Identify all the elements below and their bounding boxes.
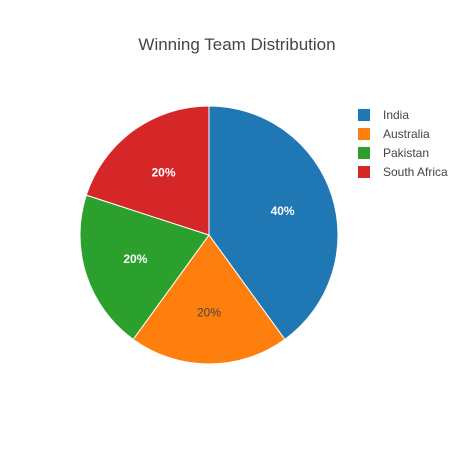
legend: India Australia Pakistan South Africa [358,108,448,179]
pie-slices [79,105,339,365]
chart-title: Winning Team Distribution [138,35,335,54]
pie-slice-labels: 40% 20% 20% 20% [123,165,295,319]
pie-slice-south-africa [85,105,210,236]
legend-swatch [358,147,370,159]
legend-item-south-africa[interactable]: South Africa [383,165,448,179]
slice-percent-label: 40% [271,204,295,218]
pie-slice-australia [132,234,286,365]
legend-swatch [358,128,370,140]
legend-item-india[interactable]: India [383,108,409,122]
legend-item-australia[interactable]: Australia [383,127,430,141]
pie-slice-pakistan [79,194,210,341]
legend-swatch [358,166,370,178]
slice-percent-label: 20% [123,252,147,266]
legend-swatch [358,109,370,121]
pie-slice-india [208,105,339,341]
legend-item-pakistan[interactable]: Pakistan [383,146,429,160]
slice-percent-label: 20% [151,165,175,179]
slice-percent-label: 20% [197,305,221,319]
